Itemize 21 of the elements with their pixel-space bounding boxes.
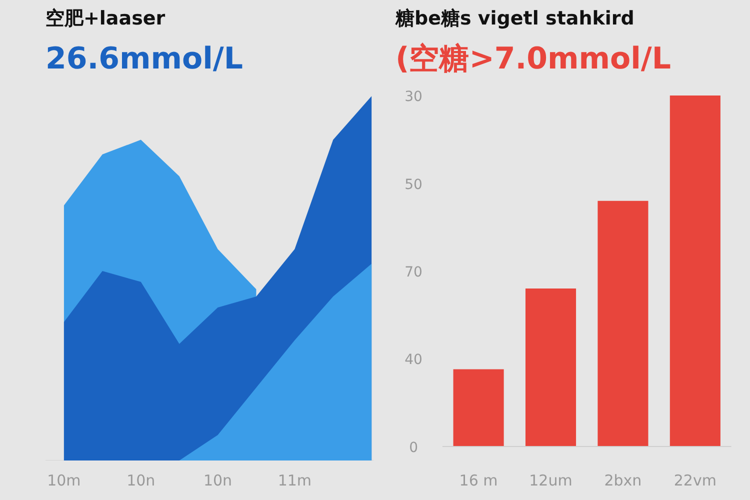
text: 0 bbox=[409, 440, 418, 456]
bar bbox=[453, 369, 504, 446]
x-tick-label: 16 m bbox=[459, 472, 498, 490]
x-tick-label: 10n bbox=[203, 472, 232, 490]
x-tick-label: 22vm bbox=[674, 472, 716, 490]
x-tick-label: 12um bbox=[529, 472, 572, 490]
x-tick-label: 10n bbox=[126, 472, 156, 490]
chart-title: 糖be糖s vigetl stahkird bbox=[394, 8, 634, 30]
x-tick-label: 11m bbox=[278, 472, 312, 490]
chart-subtitle: 26.6mmol/L bbox=[46, 42, 244, 76]
chart-title: 空肥+laaser bbox=[46, 8, 166, 30]
x-tick-label: 2bxn bbox=[604, 472, 642, 490]
chart-subtitle: (空糖>7.0mmol/L bbox=[396, 42, 671, 76]
text: 40 bbox=[404, 352, 422, 368]
x-tick-label: 10m bbox=[47, 472, 81, 490]
bar bbox=[525, 288, 576, 446]
bar bbox=[598, 200, 648, 446]
text: 50 bbox=[404, 176, 422, 193]
bar bbox=[670, 96, 720, 446]
text: 30 bbox=[404, 89, 422, 106]
text: 70 bbox=[404, 264, 422, 280]
